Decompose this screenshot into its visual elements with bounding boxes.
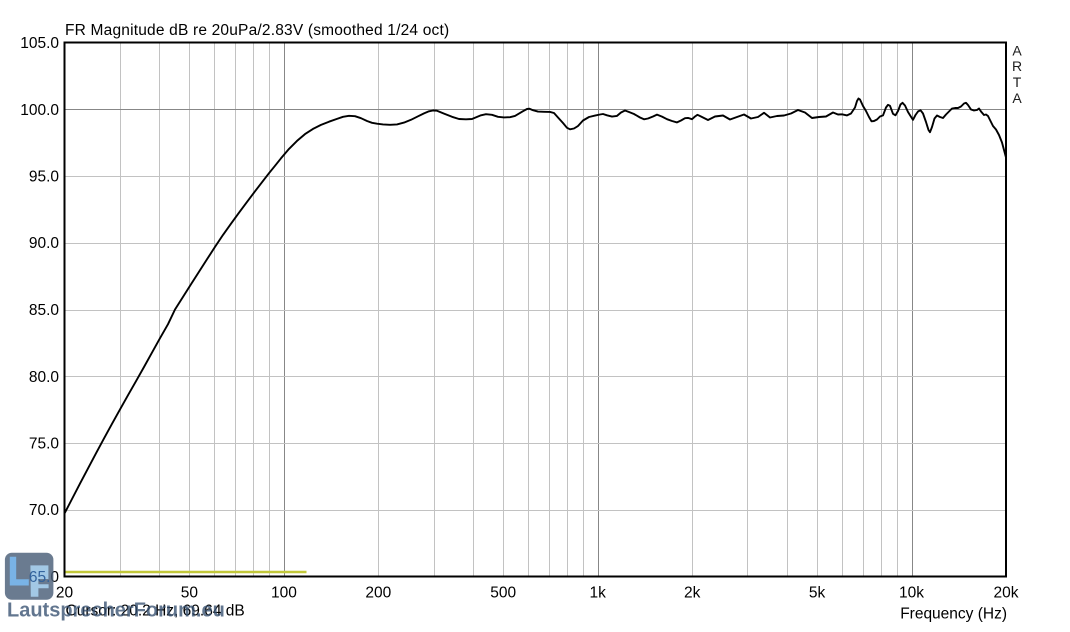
svg-text:100: 100 [271,585,297,602]
svg-text:80.0: 80.0 [29,369,60,386]
svg-text:FR Magnitude dB re 20uPa/2.83V: FR Magnitude dB re 20uPa/2.83V (smoothed… [65,22,449,39]
svg-text:A: A [1012,90,1022,106]
svg-text:95.0: 95.0 [29,169,60,186]
svg-text:20: 20 [56,585,74,602]
svg-text:75.0: 75.0 [29,436,60,453]
svg-text:70.0: 70.0 [29,502,60,519]
svg-text:5k: 5k [809,585,826,602]
svg-text:LautsprecherForum.eu: LautsprecherForum.eu [7,600,225,622]
svg-text:R: R [1012,58,1022,74]
svg-text:50: 50 [181,585,199,602]
svg-text:105.0: 105.0 [20,35,59,52]
svg-text:85.0: 85.0 [29,302,60,319]
svg-text:Frequency (Hz): Frequency (Hz) [900,606,1007,623]
svg-text:100.0: 100.0 [20,102,59,119]
svg-text:2k: 2k [684,585,701,602]
svg-text:65.: 65. [29,569,51,586]
svg-text:10k: 10k [899,585,924,602]
svg-text:Cursor: 20.2 Hz, 69.64 dB: Cursor: 20.2 Hz, 69.64 dB [66,603,245,620]
svg-text:T: T [1013,74,1022,90]
svg-text:200: 200 [365,585,391,602]
svg-text:A: A [1012,42,1022,58]
svg-text:20k: 20k [994,585,1019,602]
svg-text:90.0: 90.0 [29,235,60,252]
svg-text:1k: 1k [590,585,607,602]
svg-text:500: 500 [490,585,516,602]
